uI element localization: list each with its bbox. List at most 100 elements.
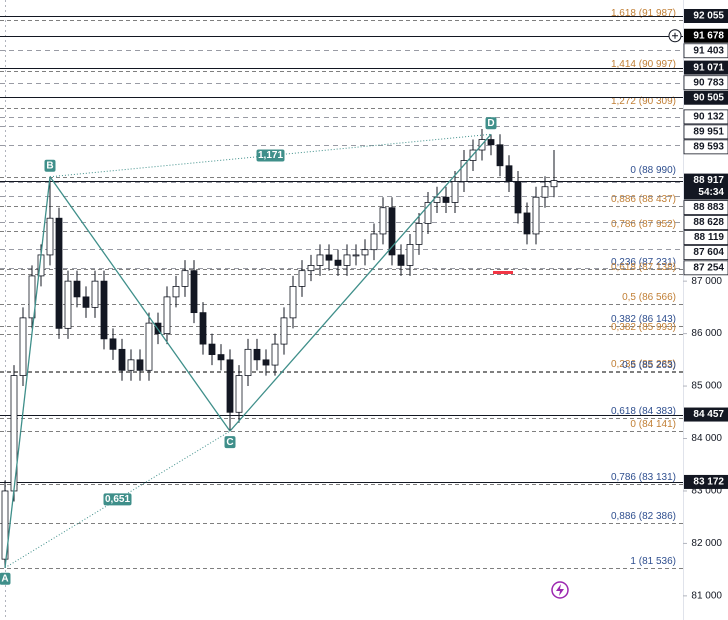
candle-body — [226, 359, 234, 413]
candle-body — [334, 259, 342, 266]
candle-body — [235, 375, 243, 413]
candle-body — [19, 317, 27, 376]
pattern-tag: 0,651 — [105, 494, 130, 505]
candle-body — [136, 359, 144, 371]
y-tick-label: 82 000 — [691, 538, 722, 549]
candle-body — [109, 338, 117, 350]
candle-body — [55, 217, 63, 329]
price-label-box — [684, 28, 728, 43]
price-label-box — [683, 260, 728, 276]
price-label: 88 119 — [694, 232, 724, 243]
fib-label: 1,618 (91 987) — [611, 8, 676, 19]
pattern-tag: 1,171 — [258, 150, 283, 161]
fib-label: 0,382 (86 143) — [611, 314, 676, 325]
y-tick-label: 85 000 — [691, 381, 722, 392]
price-label: 90 783 — [693, 77, 724, 88]
price-label: 84 457 — [693, 409, 724, 420]
pattern-line — [4, 176, 51, 568]
candle-body — [190, 270, 198, 314]
price-label-box — [684, 407, 728, 422]
candle-body — [127, 359, 135, 371]
pattern-ratio-line — [4, 430, 231, 569]
alert-icon[interactable] — [551, 581, 569, 599]
fib-label: 0,236 (85 285) — [611, 359, 676, 370]
candle-body — [487, 139, 495, 146]
pattern-tag-box — [103, 493, 132, 506]
candle-body — [523, 212, 531, 235]
price-label: 87 604 — [693, 247, 724, 258]
fib-label: 0,886 (88 437) — [611, 194, 676, 205]
price-label: 91 678 — [693, 30, 724, 41]
candle-body — [424, 202, 432, 224]
fib-label: 0,382 (85 993) — [611, 322, 676, 333]
add-icon-plus — [672, 32, 678, 39]
fib-label: 0,786 (87 952) — [611, 219, 676, 230]
y-tick-label: 81 000 — [691, 591, 722, 602]
price-label-box — [683, 215, 728, 230]
price-label: 91 403 — [693, 45, 724, 56]
price-label-box — [684, 60, 728, 75]
pattern-tag-box — [224, 436, 236, 449]
price-label: 88 883 — [693, 202, 724, 213]
price-label: 83 172 — [693, 477, 724, 488]
candle-body — [307, 265, 315, 272]
price-label-box — [683, 43, 728, 59]
price-label-box — [684, 90, 728, 105]
candle-body — [46, 217, 54, 256]
candle-body — [370, 233, 378, 251]
red-marker — [493, 271, 513, 274]
candle-body — [208, 343, 216, 355]
fib-label: 1 (81 536) — [630, 556, 676, 567]
pattern-tag: A — [1, 573, 8, 584]
candle-body — [217, 354, 225, 361]
candle-body — [172, 285, 180, 298]
candle-body — [541, 186, 549, 198]
price-label: 92 055 — [693, 11, 724, 22]
candle-body — [73, 280, 81, 298]
pattern-ratio-line — [49, 133, 492, 178]
y-tick-label: 84 000 — [691, 433, 722, 444]
price-label: 90 505 — [693, 92, 724, 103]
pattern-line — [49, 176, 231, 432]
price-label-box — [684, 173, 728, 200]
candle-body — [379, 207, 387, 235]
price-label-box — [683, 75, 728, 91]
candle-body — [100, 280, 108, 340]
price-label: 88 628 — [693, 217, 724, 228]
fib-label: 0,5 (85 263) — [622, 360, 676, 371]
candle-body — [316, 254, 324, 266]
fib-label: 0,5 (86 566) — [622, 292, 676, 303]
pattern-line — [229, 133, 492, 432]
candle-body — [532, 196, 540, 235]
price-label-box — [683, 230, 728, 245]
candle-body — [199, 312, 207, 345]
fib-label: 1,272 (90 309) — [611, 96, 676, 107]
fib-label: 0 (84 141) — [630, 419, 676, 430]
price-label: 90 132 — [693, 112, 724, 123]
candle-body — [244, 348, 252, 376]
fib-label: 1,414 (90 997) — [611, 59, 676, 70]
y-tick-label: 86 000 — [691, 328, 722, 339]
price-label: 87 254 — [693, 262, 724, 273]
candle-body — [253, 348, 261, 361]
fib-label: 0,236 (87 231) — [611, 257, 676, 268]
pattern-tag: D — [487, 118, 494, 129]
candle-body — [64, 280, 72, 329]
candle-body — [460, 160, 468, 182]
alert-bolt[interactable] — [556, 584, 564, 596]
fib-label: 0 (88 990) — [630, 165, 676, 176]
candle-body — [397, 254, 405, 266]
price-label-box — [683, 109, 728, 125]
candle-body — [262, 359, 270, 366]
price-label: 89 593 — [693, 142, 724, 153]
candle-body — [91, 280, 99, 308]
price-label: 89 951 — [693, 127, 724, 138]
pattern-tag: B — [46, 160, 53, 171]
pattern-tag-box — [485, 117, 497, 130]
candle-body — [514, 181, 522, 214]
candle-body — [352, 254, 360, 257]
price-label: 91 071 — [693, 62, 724, 73]
price-label-box — [684, 8, 728, 23]
